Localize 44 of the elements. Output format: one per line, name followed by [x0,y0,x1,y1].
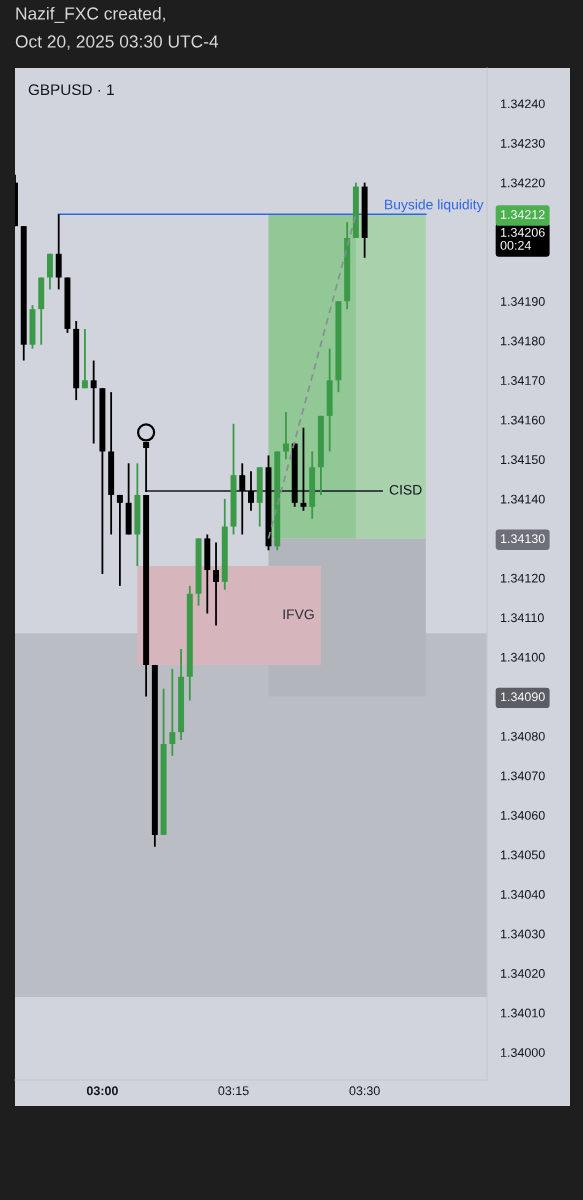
y-tick-label: 1.34240 [501,99,545,109]
y-tick-label: 1.34030 [501,929,545,939]
candlestick [300,426,307,512]
candlestick [81,328,88,390]
x-tick-label: 03:30 [349,1086,380,1096]
y-tick-label: 1.34150 [501,455,545,465]
candlestick [239,462,246,536]
y-tick-label: 1.34190 [501,297,545,306]
y-tick-label: 1.34130 [501,534,545,544]
y-tick-label: 1.34090 [501,692,545,702]
text: Oct 20, 2025 03:30 UTC-4 [15,35,219,50]
x-tick-label: 03:00 [86,1086,118,1096]
series-label: Buyside liquidity [385,199,484,213]
y-tick-label: 1.34212 [501,210,545,219]
candlestick [46,252,53,291]
text: Nazif_FXC created, [16,6,165,23]
y-tick-label: 1.34170 [501,376,545,385]
y-tick-label: 1.34080 [501,731,545,741]
y-tick-label: 1.34060 [501,810,545,820]
y-tick-label: 1.34100 [501,652,545,662]
candlestick [55,213,62,291]
y-tick-label: 1.34040 [501,890,545,899]
y-tick-label: 1.34160 [501,415,545,425]
y-tick-label: 1.34206 00:24 [500,227,545,250]
candlestick [116,494,123,587]
text: GBPUSD · 1 [28,84,114,96]
candlestick [90,359,97,445]
y-tick-label: 1.34010 [501,1008,545,1018]
y-tick-label: 1.34000 [501,1048,545,1057]
y-tick-label: 1.34180 [501,336,545,346]
y-tick-label: 1.34230 [501,138,545,148]
annotation: IFVG [283,609,314,620]
y-tick-label: 1.34050 [501,850,545,860]
series-label: CISD [389,484,422,495]
y-tick-label: 1.34020 [501,969,545,978]
y-tick-label: 1.34140 [501,494,545,504]
y-tick-label: 1.34120 [501,573,545,583]
x-tick-label: 03:15 [218,1086,249,1096]
candlestick [213,541,220,627]
candlestick [169,667,176,757]
y-tick-label: 1.34110 [501,613,544,623]
y-tick-label: 1.34070 [501,771,545,781]
candlestick [248,470,254,512]
y-tick-label: 1.34220 [501,178,545,188]
